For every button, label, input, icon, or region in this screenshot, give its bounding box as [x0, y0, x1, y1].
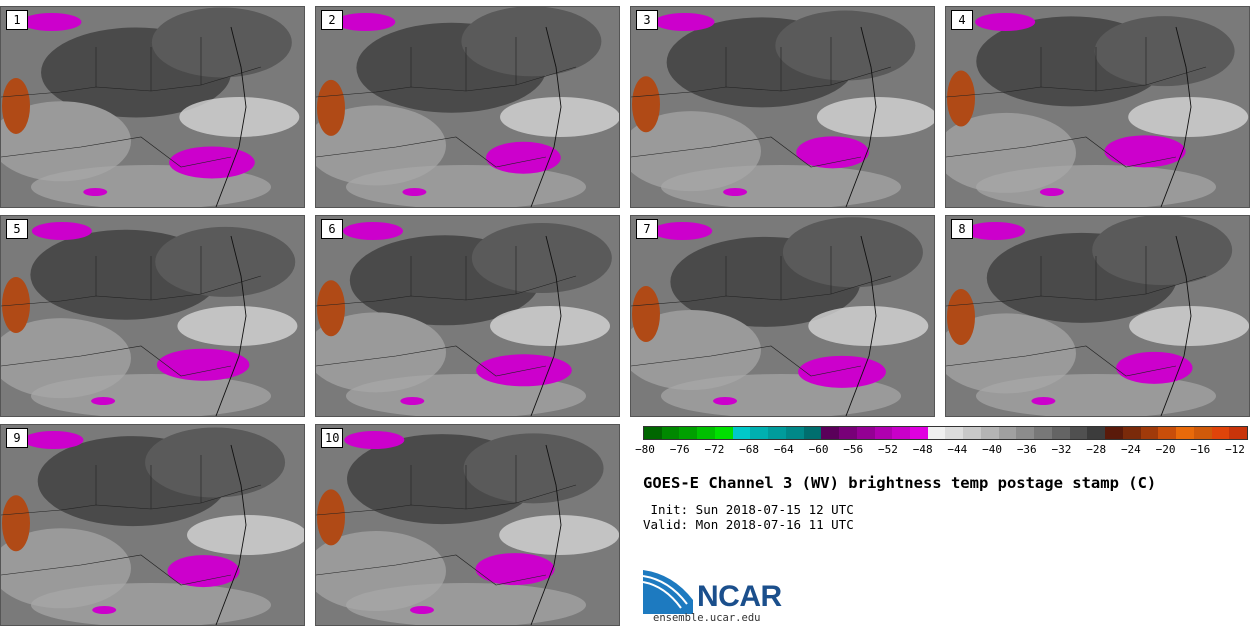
colorbar-swatch	[892, 427, 911, 439]
water-vapor-map	[946, 216, 1249, 416]
water-vapor-map	[316, 216, 619, 416]
colorbar-tick-label: −32	[1051, 443, 1072, 456]
colorbar-swatch	[1122, 427, 1141, 439]
colorbar-swatch	[1051, 427, 1070, 439]
colorbar-swatch	[1229, 427, 1247, 439]
colorbar-tick-label: −24	[1120, 443, 1141, 456]
colorbar-swatch	[963, 427, 981, 439]
colorbar-swatch	[1176, 427, 1194, 439]
colorbar-tick-label: −16	[1190, 443, 1211, 456]
colorbar-swatch	[803, 427, 822, 439]
ncar-logo-text: NCAR	[697, 580, 782, 613]
water-vapor-map	[1, 425, 304, 625]
colorbar-swatch	[714, 427, 733, 439]
colorbar-tick-label: −52	[878, 443, 898, 456]
water-vapor-map	[1, 7, 304, 207]
colorbar-swatch	[910, 427, 928, 439]
panel-label: 2	[321, 10, 343, 30]
colorbar-tick-label: −12	[1225, 443, 1245, 456]
colorbar-swatch	[785, 427, 804, 439]
colorbar-swatch	[661, 427, 680, 439]
panel-label: 9	[6, 428, 28, 448]
panel-label: 8	[951, 219, 973, 239]
water-vapor-map	[631, 216, 934, 416]
colorbar-swatch	[874, 427, 893, 439]
colorbar-swatch	[1105, 427, 1123, 439]
colorbar-swatch	[945, 427, 964, 439]
panel-9: 9	[0, 424, 305, 626]
colorbar-swatch	[1158, 427, 1177, 439]
panel-5: 5	[0, 215, 305, 417]
colorbar-swatch	[644, 427, 662, 439]
panel-8: 8	[945, 215, 1250, 417]
water-vapor-map	[631, 7, 934, 207]
colorbar-swatch	[839, 427, 857, 439]
colorbar-tick-label: −44	[947, 443, 968, 456]
colorbar-swatch	[980, 427, 999, 439]
colorbar-swatch	[1034, 427, 1052, 439]
colorbar-swatch	[1069, 427, 1088, 439]
init-time: Init: Sun 2018-07-15 12 UTC	[643, 502, 854, 517]
colorbar-swatch	[856, 427, 875, 439]
colorbar-swatch	[1193, 427, 1212, 439]
colorbar-tick-label: −28	[1086, 443, 1107, 456]
colorbar-swatch	[821, 427, 840, 439]
panel-label: 6	[321, 219, 343, 239]
colorbar-swatch	[697, 427, 715, 439]
colorbar-swatch	[1140, 427, 1159, 439]
panel-label: 4	[951, 10, 973, 30]
panel-1: 1	[0, 6, 305, 208]
colorbar-tick-label: −56	[843, 443, 864, 456]
panel-3: 3	[630, 6, 935, 208]
colorbar-tick-label: −80	[635, 443, 655, 456]
colorbar-swatch	[768, 427, 786, 439]
water-vapor-map	[316, 7, 619, 207]
colorbar-tick-label: −36	[1016, 443, 1037, 456]
valid-time: Valid: Mon 2018-07-16 11 UTC	[643, 517, 854, 532]
colorbar-swatch	[1211, 427, 1230, 439]
water-vapor-map	[946, 7, 1249, 207]
colorbar-tick-label: −20	[1155, 443, 1176, 456]
colorbar-tick-label: −76	[669, 443, 690, 456]
panel-label: 10	[321, 428, 344, 448]
colorbar-tick-label: −40	[982, 443, 1002, 456]
colorbar-swatch	[1087, 427, 1106, 439]
colorbar-swatch	[927, 427, 946, 439]
water-vapor-map	[1, 216, 304, 416]
panel-label: 1	[6, 10, 28, 30]
colorbar-tick-label: −60	[808, 443, 829, 456]
colorbar-tick-label: −72	[704, 443, 725, 456]
panel-label: 7	[636, 219, 658, 239]
colorbar-swatch	[998, 427, 1017, 439]
ncar-logo-icon	[643, 570, 693, 614]
colorbar-tick-label: −68	[739, 443, 760, 456]
panel-label: 5	[6, 219, 28, 239]
panel-10: 10	[315, 424, 620, 626]
colorbar-swatch	[1016, 427, 1035, 439]
site-url: ensemble.ucar.edu	[653, 612, 761, 624]
water-vapor-map	[316, 425, 619, 625]
colorbar-tick-label: −64	[773, 443, 794, 456]
colorbar-tick-label: −48	[912, 443, 933, 456]
panel-6: 6	[315, 215, 620, 417]
colorbar-swatch	[732, 427, 751, 439]
colorbar-swatch	[750, 427, 769, 439]
colorbar	[643, 426, 1248, 440]
panel-label: 3	[636, 10, 658, 30]
panel-2: 2	[315, 6, 620, 208]
colorbar-ticks: −80 −76 −72 −68 −64 −60 −56 −52 −48 −44 −40 −36 −32 −…	[635, 443, 1248, 459]
colorbar-swatch	[679, 427, 698, 439]
panel-4: 4	[945, 6, 1250, 208]
figure-title: GOES-E Channel 3 (WV) brightness temp po…	[643, 474, 1157, 492]
panel-7: 7	[630, 215, 935, 417]
